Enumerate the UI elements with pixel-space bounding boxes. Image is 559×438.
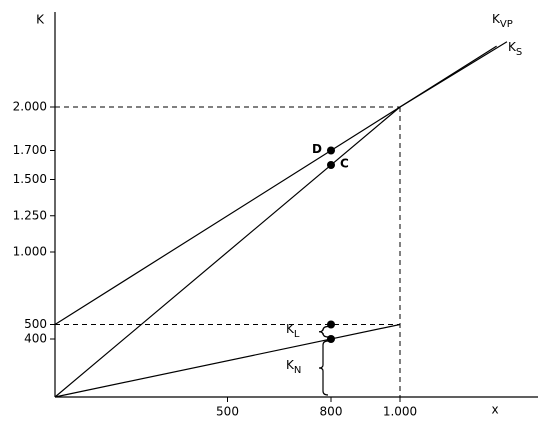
point <box>327 161 335 169</box>
label-sub: S <box>516 47 522 58</box>
label-main: K <box>492 12 501 26</box>
label-main: K <box>286 321 295 335</box>
x-tick-label: 1.000 <box>383 405 417 419</box>
series-label: KS <box>508 40 522 59</box>
label-sub: VP <box>500 19 513 30</box>
x-tick-label: 500 <box>216 405 239 419</box>
point <box>327 146 335 155</box>
y-tick-label: 1.000 <box>13 245 47 259</box>
series-line <box>54 323 401 398</box>
x-axis-label: x <box>491 403 498 417</box>
series-line <box>54 41 508 398</box>
y-tick-label: 500 <box>24 317 47 331</box>
label-main: K <box>286 358 295 372</box>
label-sub: L <box>294 329 300 340</box>
label-main: K <box>508 40 517 54</box>
y-tick-label: 1.500 <box>13 172 47 186</box>
point <box>327 335 335 343</box>
point-label: D <box>312 142 322 156</box>
label-sub: N <box>294 365 301 376</box>
series-label: KVP <box>492 12 513 31</box>
x-tick-label: 800 <box>320 405 343 419</box>
y-tick-label: 400 <box>24 332 47 346</box>
brace-label: KL <box>286 321 300 340</box>
y-axis-label: K <box>36 13 45 27</box>
brace-label: KN <box>286 358 301 377</box>
brace <box>318 325 329 338</box>
brace <box>318 340 329 396</box>
y-tick-label: 1.700 <box>13 143 47 157</box>
point <box>327 320 335 329</box>
point-label: C <box>340 157 349 171</box>
y-tick-label: 1.250 <box>13 208 47 222</box>
y-tick-label: 2.000 <box>13 100 47 114</box>
